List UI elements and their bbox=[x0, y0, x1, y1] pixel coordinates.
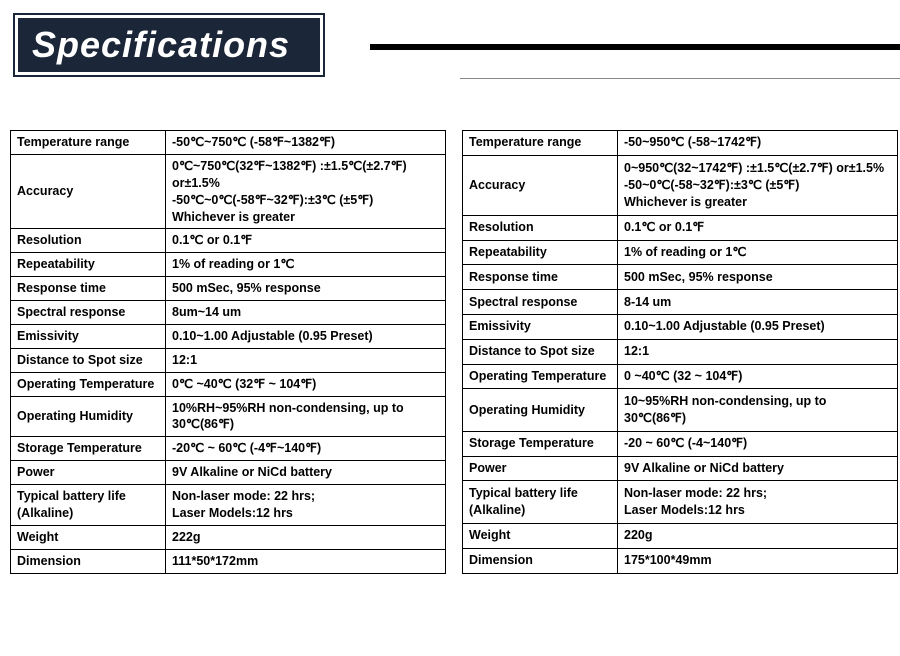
table-row: Storage Temperature-20 ~ 60℃ (-4~140℉) bbox=[463, 431, 898, 456]
spec-value: 10~95%RH non-condensing, up to 30℃(86℉) bbox=[618, 389, 898, 431]
table-row: Temperature range-50℃~750℃ (-58℉~1382℉) bbox=[11, 131, 446, 155]
header-subrule bbox=[460, 78, 900, 79]
spec-label: Weight bbox=[11, 525, 166, 549]
table-row: Repeatability1% of reading or 1℃ bbox=[11, 253, 446, 277]
table-row: Typical battery life (Alkaline)Non-laser… bbox=[11, 485, 446, 526]
table-row: Dimension175*100*49mm bbox=[463, 548, 898, 573]
spec-label: Emissivity bbox=[463, 314, 618, 339]
spec-label: Spectral response bbox=[11, 301, 166, 325]
spec-label: Emissivity bbox=[11, 324, 166, 348]
spec-table-left: Temperature range-50℃~750℃ (-58℉~1382℉)A… bbox=[10, 130, 446, 574]
table-row: Distance to Spot size12:1 bbox=[11, 348, 446, 372]
spec-value: 1% of reading or 1℃ bbox=[166, 253, 446, 277]
tables-container: Temperature range-50℃~750℃ (-58℉~1382℉)A… bbox=[0, 95, 900, 574]
spec-label: Storage Temperature bbox=[463, 431, 618, 456]
spec-value: Non-laser mode: 22 hrs; Laser Models:12 … bbox=[166, 485, 446, 526]
spec-label: Repeatability bbox=[11, 253, 166, 277]
spec-value: 0.10~1.00 Adjustable (0.95 Preset) bbox=[618, 314, 898, 339]
spec-value: 0℃ ~40℃ (32℉ ~ 104℉) bbox=[166, 372, 446, 396]
table-row: Typical battery life (Alkaline)Non-laser… bbox=[463, 481, 898, 523]
spec-value: -20℃ ~ 60℃ (-4℉~140℉) bbox=[166, 437, 446, 461]
table-row: Weight222g bbox=[11, 525, 446, 549]
spec-value: 10%RH~95%RH non-condensing, up to 30℃(86… bbox=[166, 396, 446, 437]
spec-label: Operating Temperature bbox=[11, 372, 166, 396]
spec-label: Spectral response bbox=[463, 290, 618, 315]
spec-value: 0~950℃(32~1742℉) :±1.5℃(±2.7℉) or±1.5% -… bbox=[618, 155, 898, 215]
spec-value: 111*50*172mm bbox=[166, 549, 446, 573]
spec-label: Operating Humidity bbox=[463, 389, 618, 431]
spec-value: 0℃~750℃(32℉~1382℉) :±1.5℃(±2.7℉) or±1.5%… bbox=[166, 154, 446, 229]
spec-label: Typical battery life (Alkaline) bbox=[11, 485, 166, 526]
spec-value: -20 ~ 60℃ (-4~140℉) bbox=[618, 431, 898, 456]
table-row: Response time500 mSec, 95% response bbox=[11, 277, 446, 301]
table-row: Operating Temperature0℃ ~40℃ (32℉ ~ 104℉… bbox=[11, 372, 446, 396]
spec-label: Typical battery life (Alkaline) bbox=[463, 481, 618, 523]
spec-label: Storage Temperature bbox=[11, 437, 166, 461]
table-row: Accuracy0℃~750℃(32℉~1382℉) :±1.5℃(±2.7℉)… bbox=[11, 154, 446, 229]
spec-label: Operating Temperature bbox=[463, 364, 618, 389]
spec-label: Dimension bbox=[11, 549, 166, 573]
spec-value: 8-14 um bbox=[618, 290, 898, 315]
spec-value: 222g bbox=[166, 525, 446, 549]
table-row: Resolution0.1℃ or 0.1℉ bbox=[463, 215, 898, 240]
spec-value: -50~950℃ (-58~1742℉) bbox=[618, 131, 898, 156]
table-row: Spectral response8um~14 um bbox=[11, 301, 446, 325]
spec-value: 9V Alkaline or NiCd battery bbox=[618, 456, 898, 481]
spec-value: 500 mSec, 95% response bbox=[166, 277, 446, 301]
table-row: Emissivity0.10~1.00 Adjustable (0.95 Pre… bbox=[463, 314, 898, 339]
table-row: Dimension111*50*172mm bbox=[11, 549, 446, 573]
spec-value: 8um~14 um bbox=[166, 301, 446, 325]
spec-value: 0.1℃ or 0.1℉ bbox=[166, 229, 446, 253]
spec-value: 12:1 bbox=[618, 339, 898, 364]
spec-label: Temperature range bbox=[11, 131, 166, 155]
spec-label: Distance to Spot size bbox=[11, 348, 166, 372]
table-row: Distance to Spot size12:1 bbox=[463, 339, 898, 364]
table-row: Storage Temperature-20℃ ~ 60℃ (-4℉~140℉) bbox=[11, 437, 446, 461]
spec-value: 12:1 bbox=[166, 348, 446, 372]
spec-value: -50℃~750℃ (-58℉~1382℉) bbox=[166, 131, 446, 155]
spec-value: 0.10~1.00 Adjustable (0.95 Preset) bbox=[166, 324, 446, 348]
spec-label: Repeatability bbox=[463, 240, 618, 265]
spec-value: 0 ~40℃ (32 ~ 104℉) bbox=[618, 364, 898, 389]
spec-label: Accuracy bbox=[11, 154, 166, 229]
table-row: Temperature range-50~950℃ (-58~1742℉) bbox=[463, 131, 898, 156]
spec-label: Power bbox=[11, 461, 166, 485]
table-row: Operating Humidity10%RH~95%RH non-conden… bbox=[11, 396, 446, 437]
title-box: Specifications bbox=[15, 15, 323, 75]
spec-label: Weight bbox=[463, 523, 618, 548]
page-title: Specifications bbox=[32, 24, 290, 65]
header-rule bbox=[370, 44, 900, 50]
table-row: Resolution0.1℃ or 0.1℉ bbox=[11, 229, 446, 253]
spec-value: 0.1℃ or 0.1℉ bbox=[618, 215, 898, 240]
spec-table-right: Temperature range-50~950℃ (-58~1742℉)Acc… bbox=[462, 130, 898, 574]
table-row: Emissivity0.10~1.00 Adjustable (0.95 Pre… bbox=[11, 324, 446, 348]
spec-label: Response time bbox=[463, 265, 618, 290]
table-row: Weight220g bbox=[463, 523, 898, 548]
table-row: Operating Humidity10~95%RH non-condensin… bbox=[463, 389, 898, 431]
spec-label: Dimension bbox=[463, 548, 618, 573]
table-row: Response time500 mSec, 95% response bbox=[463, 265, 898, 290]
spec-label: Response time bbox=[11, 277, 166, 301]
spec-label: Temperature range bbox=[463, 131, 618, 156]
spec-label: Distance to Spot size bbox=[463, 339, 618, 364]
table-row: Operating Temperature0 ~40℃ (32 ~ 104℉) bbox=[463, 364, 898, 389]
table-row: Repeatability1% of reading or 1℃ bbox=[463, 240, 898, 265]
spec-value: 1% of reading or 1℃ bbox=[618, 240, 898, 265]
spec-value: 220g bbox=[618, 523, 898, 548]
spec-value: 175*100*49mm bbox=[618, 548, 898, 573]
spec-label: Resolution bbox=[463, 215, 618, 240]
spec-value: 500 mSec, 95% response bbox=[618, 265, 898, 290]
table-row: Spectral response8-14 um bbox=[463, 290, 898, 315]
spec-label: Resolution bbox=[11, 229, 166, 253]
spec-label: Power bbox=[463, 456, 618, 481]
table-row: Power9V Alkaline or NiCd battery bbox=[11, 461, 446, 485]
spec-value: 9V Alkaline or NiCd battery bbox=[166, 461, 446, 485]
header: Specifications bbox=[0, 0, 900, 95]
table-row: Accuracy0~950℃(32~1742℉) :±1.5℃(±2.7℉) o… bbox=[463, 155, 898, 215]
table-row: Power9V Alkaline or NiCd battery bbox=[463, 456, 898, 481]
spec-value: Non-laser mode: 22 hrs; Laser Models:12 … bbox=[618, 481, 898, 523]
spec-label: Accuracy bbox=[463, 155, 618, 215]
spec-label: Operating Humidity bbox=[11, 396, 166, 437]
